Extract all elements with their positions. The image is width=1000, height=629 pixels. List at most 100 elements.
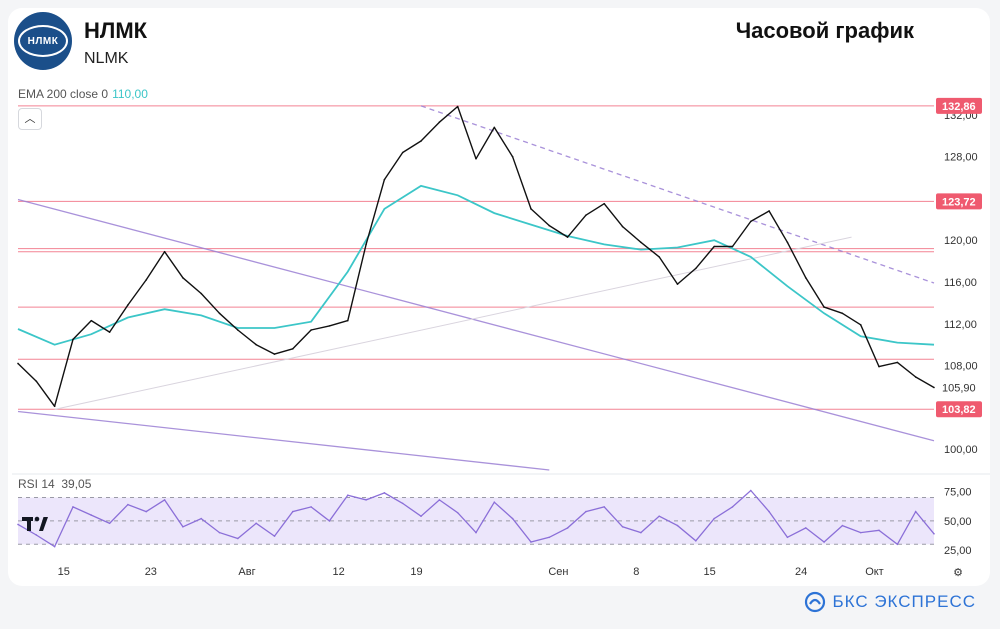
price-point bbox=[548, 224, 551, 227]
rsi-point bbox=[695, 540, 697, 542]
rsi-point bbox=[346, 494, 349, 497]
rsi-point bbox=[90, 514, 93, 516]
price-point bbox=[145, 279, 148, 281]
rsi-point bbox=[255, 522, 257, 525]
y-tick-label: 128,00 bbox=[944, 152, 978, 164]
rsi-point bbox=[530, 541, 532, 543]
price-tag-label: 123,72 bbox=[942, 196, 976, 208]
rsi-point bbox=[475, 531, 477, 534]
price-point bbox=[383, 178, 386, 181]
price-point bbox=[456, 105, 459, 108]
price-tag-bg bbox=[936, 97, 982, 114]
price-point bbox=[163, 250, 166, 253]
rsi-point bbox=[804, 527, 807, 529]
price-point bbox=[713, 245, 715, 248]
rsi-legend-value: 39,05 bbox=[61, 477, 92, 491]
rsi-point bbox=[658, 515, 660, 518]
rsi-point bbox=[163, 499, 166, 501]
rsi-point bbox=[200, 517, 202, 520]
price-point bbox=[621, 225, 624, 228]
rsi-point bbox=[456, 511, 459, 514]
rsi-point bbox=[17, 523, 19, 526]
rsi-point bbox=[273, 535, 276, 537]
price-point bbox=[823, 306, 825, 308]
price-point bbox=[603, 202, 606, 205]
chevron-up-icon: ︿ bbox=[24, 113, 36, 125]
rsi-point bbox=[53, 545, 56, 548]
rsi-point bbox=[621, 525, 624, 528]
rsi-point bbox=[750, 489, 752, 492]
rsi-point bbox=[603, 506, 606, 508]
rsi-point bbox=[218, 531, 221, 534]
gear-icon[interactable]: ⚙ bbox=[953, 567, 963, 579]
x-tick-label: 15 bbox=[703, 566, 715, 578]
rsi-point bbox=[896, 543, 899, 546]
rsi-point bbox=[768, 510, 770, 513]
chart-title: Часовой график bbox=[735, 18, 914, 43]
price-point bbox=[17, 362, 19, 365]
rsi-point bbox=[859, 531, 862, 534]
ticker-subtitle: NLMK bbox=[84, 50, 129, 67]
rsi-point bbox=[72, 506, 74, 508]
rsi-point bbox=[878, 529, 880, 532]
price-point bbox=[750, 220, 752, 223]
price-point bbox=[878, 365, 880, 368]
price-point bbox=[933, 386, 935, 389]
rsi-point bbox=[585, 510, 587, 513]
price-point bbox=[511, 155, 514, 158]
price-point bbox=[676, 283, 679, 285]
y-tick-label: 116,00 bbox=[944, 277, 977, 289]
price-point bbox=[328, 325, 331, 327]
price-tag-bg bbox=[936, 193, 982, 210]
ema-legend-value: 110,00 bbox=[112, 87, 148, 101]
current-price-label: 105,90 bbox=[942, 382, 976, 394]
y-tick-label: 112,00 bbox=[944, 319, 977, 331]
rsi-y-tick-label: 25,00 bbox=[944, 545, 972, 557]
price-point bbox=[530, 208, 532, 210]
price-point bbox=[72, 338, 74, 341]
rsi-point bbox=[713, 517, 715, 520]
rsi-point bbox=[786, 536, 789, 539]
company-logo: НЛМК bbox=[14, 12, 72, 70]
x-tick-label: 8 bbox=[633, 566, 639, 578]
trend-line-upper-dashed bbox=[420, 105, 935, 284]
y-tick-label: 100,00 bbox=[944, 444, 978, 456]
rsi-point bbox=[731, 506, 734, 508]
rsi-point bbox=[511, 517, 514, 520]
price-point bbox=[35, 380, 38, 383]
rsi-y-tick-label: 75,00 bbox=[944, 487, 972, 499]
rsi-y-tick-label: 50,00 bbox=[944, 516, 972, 528]
x-tick-label: 19 bbox=[410, 566, 422, 578]
price-point bbox=[420, 140, 422, 142]
price-point bbox=[90, 319, 93, 322]
rsi-legend-label: RSI 14 bbox=[18, 477, 55, 491]
rsi-point bbox=[237, 537, 239, 540]
rsi-point bbox=[841, 524, 844, 527]
price-tag-label: 132,86 bbox=[942, 101, 976, 113]
ema-legend: EMA 200 close 0 110,00 bbox=[18, 87, 148, 101]
rsi-point bbox=[420, 515, 422, 518]
price-tag-bg bbox=[936, 401, 982, 418]
collapse-button[interactable]: ︿ bbox=[18, 108, 42, 130]
rsi-point bbox=[676, 524, 679, 527]
rsi-point bbox=[383, 492, 386, 494]
trend-line-channel-lower bbox=[17, 410, 550, 471]
price-point bbox=[292, 348, 294, 350]
tradingview-logo-icon[interactable] bbox=[20, 508, 50, 538]
rsi-point bbox=[548, 536, 551, 539]
rsi-point bbox=[310, 506, 312, 508]
rsi-point bbox=[640, 531, 642, 534]
price-point bbox=[401, 151, 404, 154]
brand-text: БКС ЭКСПРЕСС bbox=[832, 592, 976, 611]
y-tick-label: 120,00 bbox=[944, 235, 978, 247]
price-point bbox=[182, 277, 184, 279]
ema-line bbox=[17, 184, 935, 346]
rsi-legend: RSI 14 39,05 bbox=[18, 477, 91, 491]
price-point bbox=[108, 331, 111, 333]
price-point bbox=[896, 361, 899, 364]
price-point bbox=[914, 376, 917, 378]
price-point bbox=[731, 245, 734, 248]
price-point bbox=[768, 210, 770, 212]
rsi-point bbox=[566, 527, 569, 529]
